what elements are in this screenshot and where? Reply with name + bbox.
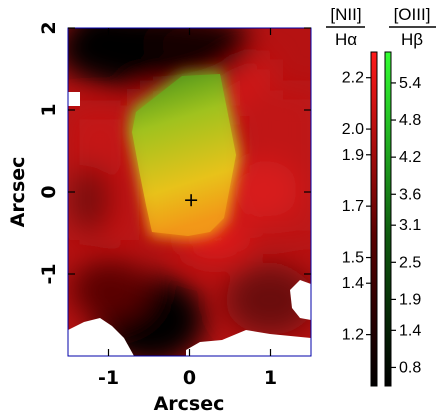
center-marker <box>185 194 198 207</box>
x-tick-label: 1 <box>264 367 277 389</box>
no-data-regions <box>68 92 311 356</box>
x-tick-label: -1 <box>98 367 119 389</box>
colorbar-nii-denominator: Hα <box>335 30 357 49</box>
y-tick-label: 1 <box>38 103 60 116</box>
colorbar-nii-tick-label: 1.4 <box>342 275 364 292</box>
colorbar-oiii-tick-label: 0.8 <box>399 359 421 376</box>
colorbar-oiii-bar <box>384 51 392 387</box>
colorbar-nii-tick-label: 1.5 <box>342 250 364 267</box>
x-axis-ticks: -1 0 1 <box>98 28 277 389</box>
colorbar-nii-bar <box>370 51 378 387</box>
colorbar-oiii-tick-label: 3.1 <box>399 217 421 234</box>
colorbar-oiii-tick-label: 4.2 <box>399 149 421 166</box>
central-emission-region <box>128 70 240 240</box>
colorbar-nii-tick-label: 1.7 <box>342 198 364 215</box>
colorbar-nii-tick-label: 2.2 <box>342 70 364 87</box>
colorbar-oiii-denominator: Hβ <box>401 30 423 49</box>
colorbar-oiii-numerator: [OIII] <box>394 5 431 24</box>
y-axis-ticks: -1 0 1 2 <box>38 21 311 285</box>
colorbar-oiii-tick-label: 1.9 <box>399 291 421 308</box>
x-tick-label: 0 <box>183 367 196 389</box>
colorbar-nii-tick-label: 1.2 <box>342 327 364 344</box>
colorbar-oiii-tick-label: 5.4 <box>399 75 421 92</box>
x-axis-label: Arcsec <box>154 393 225 415</box>
colorbar-nii-tick-label: 2.0 <box>342 121 364 138</box>
y-tick-label: 2 <box>38 21 60 34</box>
colorbar-nii-tick-label: 1.9 <box>342 147 364 164</box>
y-tick-label: 0 <box>38 185 60 198</box>
colorbar-oiii-tick-label: 1.4 <box>399 322 421 339</box>
y-tick-label: -1 <box>38 263 60 284</box>
heatmap-image <box>68 28 311 356</box>
colorbar-oiii: [OIII] Hβ 5.4 4.8 4.2 3.6 3.1 2.5 1.9 1.4 0.8 <box>384 5 436 387</box>
colorbar-oiii-tick-label: 3.6 <box>399 186 421 203</box>
y-axis-label: Arcsec <box>7 157 29 228</box>
colorbar-nii-numerator: [NII] <box>330 5 361 24</box>
colorbar-oiii-tick-label: 4.8 <box>399 112 421 129</box>
colorbar-nii: [NII] Hα 2.2 2.0 1.9 1.7 1.5 1.4 1.2 <box>326 5 378 387</box>
colorbar-oiii-tick-label: 2.5 <box>399 254 421 271</box>
